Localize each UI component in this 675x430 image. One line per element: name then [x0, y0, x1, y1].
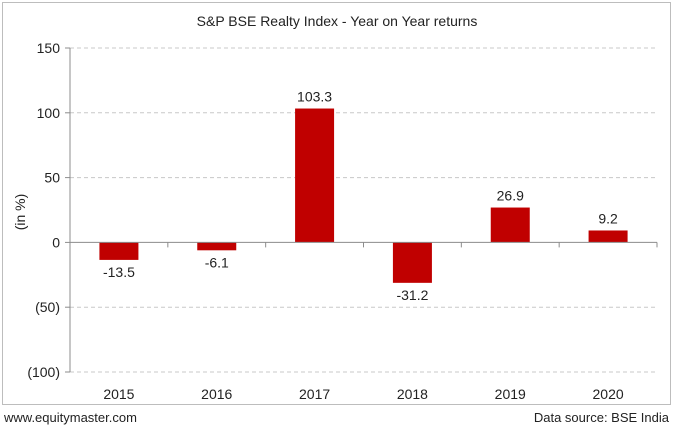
x-tick-label-2020: 2020 — [593, 386, 624, 402]
data-label-2020: 9.2 — [598, 210, 618, 226]
bar-2016 — [197, 242, 237, 251]
y-tick-label: (100) — [27, 364, 60, 380]
bar-2019 — [490, 207, 530, 243]
data-labels: -13.5 -6.1 103.3 -31.2 26.9 9.2 — [103, 89, 618, 303]
bars — [99, 108, 628, 283]
x-tick-label-2018: 2018 — [397, 386, 428, 402]
chart-frame: S&P BSE Realty Index - Year on Year retu… — [2, 2, 671, 405]
chart-title: S&P BSE Realty Index - Year on Year retu… — [197, 13, 478, 29]
bar-2020 — [588, 230, 628, 243]
data-label-2016: -6.1 — [205, 254, 229, 270]
x-tick-label-2019: 2019 — [495, 386, 526, 402]
data-label-2015: -13.5 — [103, 264, 135, 280]
x-tick-label-2015: 2015 — [103, 386, 134, 402]
bar-2018 — [392, 242, 432, 283]
bar-2015 — [99, 242, 139, 260]
bar-chart: S&P BSE Realty Index - Year on Year retu… — [12, 13, 658, 402]
y-tick-label: 50 — [44, 170, 60, 186]
y-tick-label: (50) — [35, 299, 60, 315]
y-axis-ticks: 150 100 50 0 (50) (100) — [27, 40, 71, 380]
y-tick-label: 100 — [37, 105, 61, 121]
x-tick-label-2017: 2017 — [299, 386, 330, 402]
data-label-2017: 103.3 — [297, 89, 332, 105]
footer-website: www.equitymaster.com — [4, 410, 137, 425]
y-tick-label: 150 — [37, 40, 61, 56]
footer-data-source: Data source: BSE India — [533, 410, 669, 425]
data-label-2018: -31.2 — [396, 287, 428, 303]
x-tick-label-2016: 2016 — [201, 386, 232, 402]
y-axis-label: (in %) — [12, 194, 28, 231]
y-tick-label: 0 — [52, 234, 60, 250]
bar-2017 — [295, 108, 335, 243]
data-label-2019: 26.9 — [497, 188, 524, 204]
gridlines — [70, 47, 657, 373]
x-axis-ticks: 2015 2016 2017 2018 2019 2020 — [69, 241, 658, 402]
